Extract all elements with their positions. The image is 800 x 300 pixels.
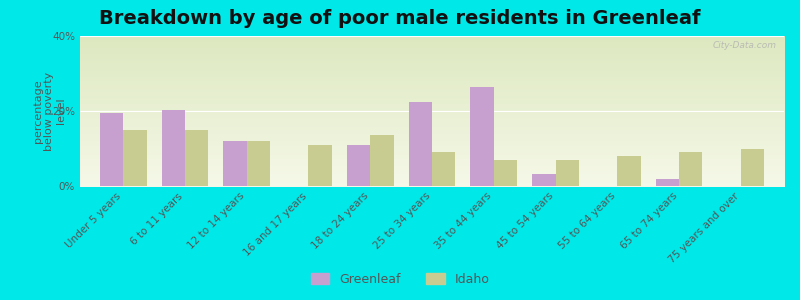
Bar	[309, 145, 332, 186]
Bar	[655, 178, 679, 186]
Bar	[123, 130, 146, 186]
Bar	[494, 160, 518, 186]
Bar	[432, 152, 455, 186]
Bar	[100, 113, 123, 186]
Bar	[162, 110, 185, 186]
Bar	[370, 135, 394, 186]
Bar	[185, 130, 209, 186]
Bar	[679, 152, 702, 186]
Bar	[409, 102, 432, 186]
Bar	[246, 141, 270, 186]
Bar	[532, 174, 555, 186]
Text: Breakdown by age of poor male residents in Greenleaf: Breakdown by age of poor male residents …	[99, 9, 701, 28]
Bar	[741, 148, 764, 186]
Legend: Greenleaf, Idaho: Greenleaf, Idaho	[306, 268, 494, 291]
Text: City-Data.com: City-Data.com	[713, 40, 777, 50]
Bar	[223, 141, 246, 186]
Bar	[555, 160, 579, 186]
Bar	[470, 87, 494, 186]
Bar	[618, 156, 641, 186]
Y-axis label: percentage
below poverty
level: percentage below poverty level	[33, 71, 66, 151]
Bar	[346, 145, 370, 186]
